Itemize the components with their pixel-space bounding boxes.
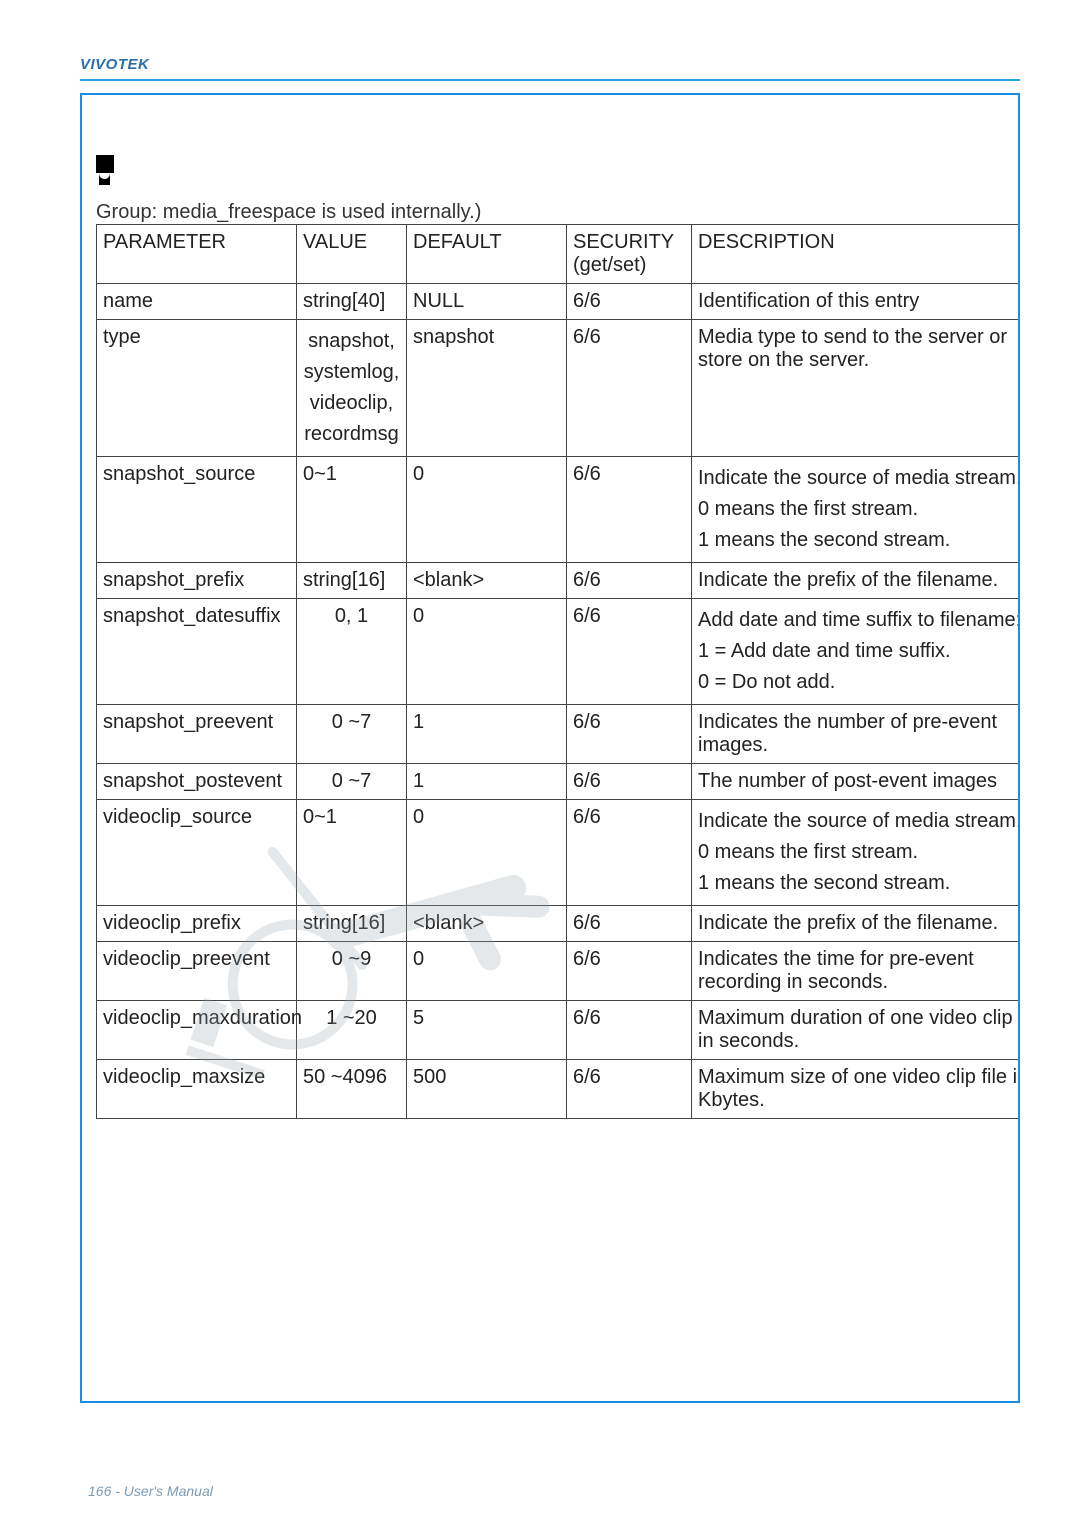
cell-security: 6/6 — [567, 599, 692, 705]
table-body: namestring[40]NULL6/6Identification of t… — [97, 284, 1021, 1119]
cell-parameter: snapshot_postevent — [97, 764, 297, 800]
cell-value: string[40] — [297, 284, 407, 320]
cell-default: 1 — [407, 764, 567, 800]
cell-parameter: snapshot_datesuffix — [97, 599, 297, 705]
cell-parameter: videoclip_preevent — [97, 942, 297, 1001]
cell-security: 6/6 — [567, 284, 692, 320]
cell-description: Maximum size of one video clip file in K… — [692, 1060, 1021, 1119]
cell-value: 0~1 — [297, 457, 407, 563]
cell-description: Indicate the source of media stream.0 me… — [692, 800, 1021, 906]
cell-description: Indicates the number of pre-event images… — [692, 705, 1021, 764]
table-row: videoclip_maxsize50 ~40965006/6Maximum s… — [97, 1060, 1021, 1119]
table-row: videoclip_source0~106/6Indicate the sour… — [97, 800, 1021, 906]
table-row: typesnapshot,systemlog,videoclip,recordm… — [97, 320, 1021, 457]
cell-value: 0 ~9 — [297, 942, 407, 1001]
cell-security: 6/6 — [567, 800, 692, 906]
cell-default: snapshot — [407, 320, 567, 457]
col-description: DESCRIPTION — [692, 225, 1021, 284]
table-row: snapshot_preevent0 ~716/6Indicates the n… — [97, 705, 1021, 764]
cell-value: 50 ~4096 — [297, 1060, 407, 1119]
cell-default: 1 — [407, 705, 567, 764]
col-security: SECURITY (get/set) — [567, 225, 692, 284]
table-row: snapshot_prefixstring[16]<blank>6/6Indic… — [97, 563, 1021, 599]
cell-description: Media type to send to the server or stor… — [692, 320, 1021, 457]
cell-value: 0 ~7 — [297, 764, 407, 800]
cell-default: 0 — [407, 800, 567, 906]
table-header-row: PARAMETER VALUE DEFAULT SECURITY (get/se… — [97, 225, 1021, 284]
cell-default: 500 — [407, 1060, 567, 1119]
cell-security: 6/6 — [567, 457, 692, 563]
cell-parameter: videoclip_maxduration — [97, 1001, 297, 1060]
content-sheet: Group: media_freespace is used internall… — [80, 93, 1020, 1403]
table-row: snapshot_datesuffix0, 106/6Add date and … — [97, 599, 1021, 705]
page-footer: 166 - User's Manual — [88, 1483, 213, 1499]
cell-default: NULL — [407, 284, 567, 320]
cell-default: <blank> — [407, 906, 567, 942]
cell-description: Add date and time suffix to filename:1 =… — [692, 599, 1021, 705]
table-row: videoclip_maxduration1 ~2056/6Maximum du… — [97, 1001, 1021, 1060]
col-default: DEFAULT — [407, 225, 567, 284]
cell-security: 6/6 — [567, 764, 692, 800]
cell-value: string[16] — [297, 906, 407, 942]
cell-security: 6/6 — [567, 906, 692, 942]
col-security-b: (get/set) — [573, 254, 685, 277]
header-rule — [80, 79, 1020, 81]
table-row: videoclip_prefixstring[16]<blank>6/6Indi… — [97, 906, 1021, 942]
parameters-table: PARAMETER VALUE DEFAULT SECURITY (get/se… — [96, 224, 1020, 1119]
cell-description: Maximum duration of one video clip in se… — [692, 1001, 1021, 1060]
cell-value: 1 ~20 — [297, 1001, 407, 1060]
cell-default: 0 — [407, 599, 567, 705]
group-note: Group: media_freespace is used internall… — [96, 201, 1008, 224]
cell-description: The number of post-event images — [692, 764, 1021, 800]
cell-description: Identification of this entry — [692, 284, 1021, 320]
cell-parameter: snapshot_preevent — [97, 705, 297, 764]
col-parameter: PARAMETER — [97, 225, 297, 284]
col-security-a: SECURITY — [573, 231, 685, 254]
cell-description: Indicate the source of media stream.0 me… — [692, 457, 1021, 563]
cell-parameter: snapshot_prefix — [97, 563, 297, 599]
cell-value: 0 ~7 — [297, 705, 407, 764]
table-row: namestring[40]NULL6/6Identification of t… — [97, 284, 1021, 320]
cell-security: 6/6 — [567, 705, 692, 764]
cell-parameter: videoclip_source — [97, 800, 297, 906]
cell-description: Indicate the prefix of the filename. — [692, 906, 1021, 942]
section-icon — [96, 155, 114, 185]
col-value: VALUE — [297, 225, 407, 284]
table-row: videoclip_preevent0 ~906/6Indicates the … — [97, 942, 1021, 1001]
cell-value: 0~1 — [297, 800, 407, 906]
cell-value: 0, 1 — [297, 599, 407, 705]
cell-security: 6/6 — [567, 1001, 692, 1060]
cell-description: Indicate the prefix of the filename. — [692, 563, 1021, 599]
brand-label: VIVOTEK — [80, 56, 1020, 73]
cell-default: 0 — [407, 942, 567, 1001]
cell-description: Indicates the time for pre-event recordi… — [692, 942, 1021, 1001]
table-row: snapshot_postevent0 ~716/6The number of … — [97, 764, 1021, 800]
cell-security: 6/6 — [567, 1060, 692, 1119]
cell-value: snapshot,systemlog,videoclip,recordmsg — [297, 320, 407, 457]
cell-security: 6/6 — [567, 942, 692, 1001]
cell-parameter: snapshot_source — [97, 457, 297, 563]
cell-parameter: name — [97, 284, 297, 320]
table-row: snapshot_source0~106/6Indicate the sourc… — [97, 457, 1021, 563]
cell-security: 6/6 — [567, 320, 692, 457]
cell-parameter: videoclip_prefix — [97, 906, 297, 942]
cell-security: 6/6 — [567, 563, 692, 599]
cell-value: string[16] — [297, 563, 407, 599]
cell-parameter: videoclip_maxsize — [97, 1060, 297, 1119]
cell-default: 5 — [407, 1001, 567, 1060]
cell-default: 0 — [407, 457, 567, 563]
page: VIVOTEK Group: media_freespace is used i… — [0, 0, 1080, 1527]
cell-default: <blank> — [407, 563, 567, 599]
cell-parameter: type — [97, 320, 297, 457]
